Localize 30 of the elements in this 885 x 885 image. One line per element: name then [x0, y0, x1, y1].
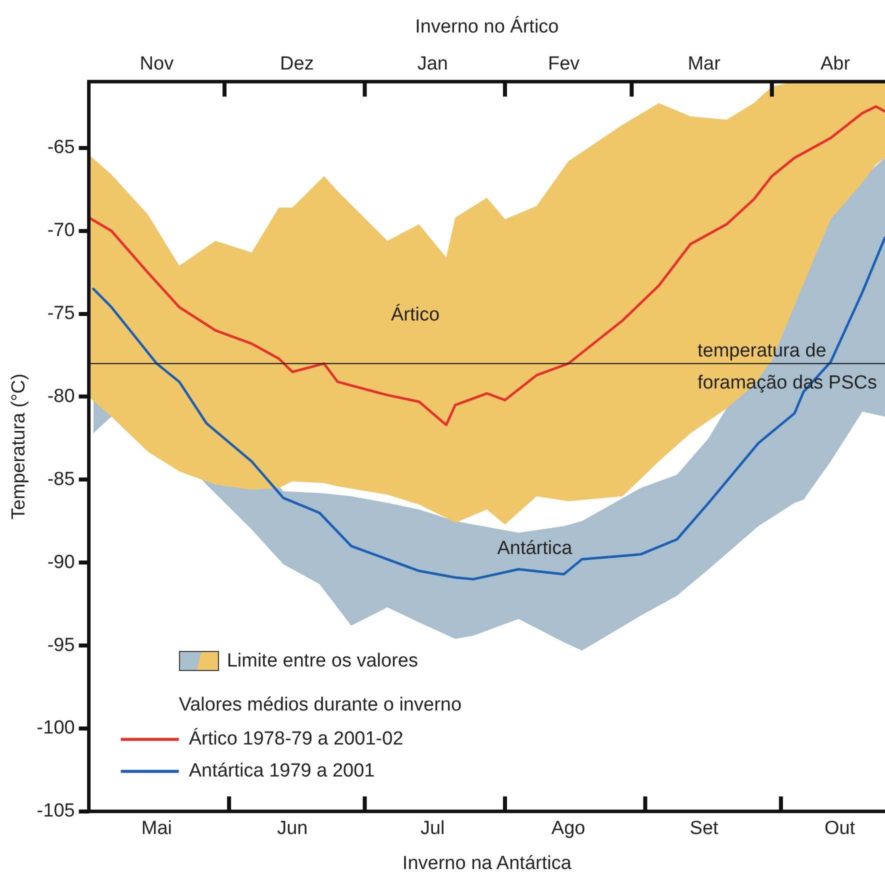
x-axis-title: Inverno na Antártica	[402, 852, 572, 874]
legend-label: Ártico 1978-79 a 2001-02	[188, 728, 404, 750]
y-axis-title: Temperatura (°C)	[8, 374, 30, 520]
y-tick-label: -65	[47, 137, 75, 158]
legend-title: Valores médios durante o inverno	[178, 694, 462, 716]
legend-label: Antártica 1979 a 2001	[188, 760, 375, 782]
x2-tick-label: Dez	[280, 53, 314, 74]
annotation: Antártica	[497, 538, 573, 559]
x2-tick-label: Mar	[688, 53, 722, 74]
y-tick-label: -80	[47, 386, 75, 407]
x-tick-label: Out	[824, 818, 856, 840]
x-tick-label: Mai	[141, 818, 172, 840]
x-tick-label: Jul	[420, 818, 445, 840]
annotation: Ártico	[390, 303, 440, 326]
y-tick-label: -105	[36, 800, 75, 822]
y-tick-label: -95	[47, 634, 75, 656]
x2-axis-title: Inverno no Ártico	[415, 16, 559, 38]
annotation: Limite entre os valores	[226, 650, 418, 672]
y-tick-label: -85	[47, 468, 75, 490]
y-tick-label: -90	[47, 552, 75, 573]
x2-tick-label: Nov	[140, 53, 174, 74]
x2-tick-label: Abr	[820, 53, 851, 74]
y-tick-label: -70	[47, 220, 75, 242]
y-tick-label: -100	[36, 718, 75, 739]
x-tick-label: Set	[690, 818, 720, 840]
x-tick-label: Jun	[277, 818, 308, 840]
x-tick-label: Ago	[551, 818, 586, 840]
y-tick-label: -75	[47, 303, 75, 324]
x2-tick-label: Fev	[548, 53, 580, 74]
x2-tick-label: Jan	[417, 53, 448, 74]
